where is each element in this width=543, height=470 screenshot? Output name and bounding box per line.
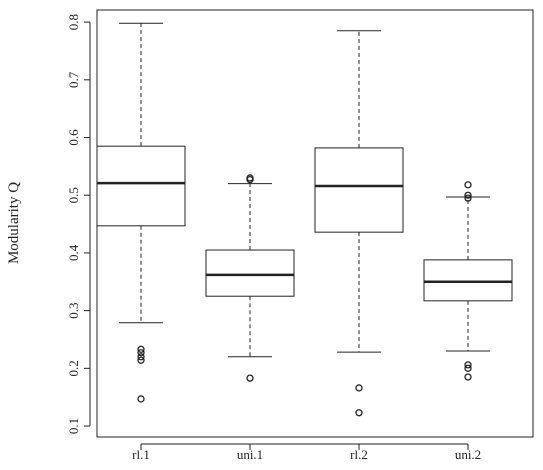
y-tick-label: 0.7 <box>66 71 81 88</box>
box <box>205 249 295 297</box>
y-tick-label: 0.6 <box>66 129 81 146</box>
outlier <box>464 181 472 189</box>
y-tick-label: 0.5 <box>66 187 81 203</box>
outlier <box>137 353 145 361</box>
y-tick-label: 0.4 <box>66 244 81 261</box>
outlier <box>464 373 472 381</box>
x-tick-label: uni.2 <box>455 447 481 462</box>
outlier <box>137 395 145 403</box>
x-tick-label: uni.1 <box>237 447 263 462</box>
y-tick-label: 0.3 <box>66 303 81 319</box>
y-tick-label: 0.2 <box>66 360 81 376</box>
x-tick-label: rl.2 <box>350 447 368 462</box>
outlier <box>137 356 145 364</box>
box <box>423 259 513 302</box>
outlier <box>246 374 254 382</box>
outlier <box>137 345 145 353</box>
outlier <box>464 364 472 372</box>
outlier <box>246 175 254 184</box>
outlier <box>464 194 472 202</box>
box <box>314 147 404 233</box>
box <box>96 145 186 227</box>
outlier <box>137 349 145 357</box>
outlier <box>355 384 363 392</box>
y-axis-label: Modularity Q <box>6 182 22 264</box>
y-tick-label: 0.8 <box>66 14 81 30</box>
x-tick-label: rl.1 <box>132 447 150 462</box>
outlier <box>464 361 472 369</box>
outlier <box>464 191 472 199</box>
y-tick-label: 0.1 <box>66 418 81 434</box>
outlier <box>355 409 363 417</box>
